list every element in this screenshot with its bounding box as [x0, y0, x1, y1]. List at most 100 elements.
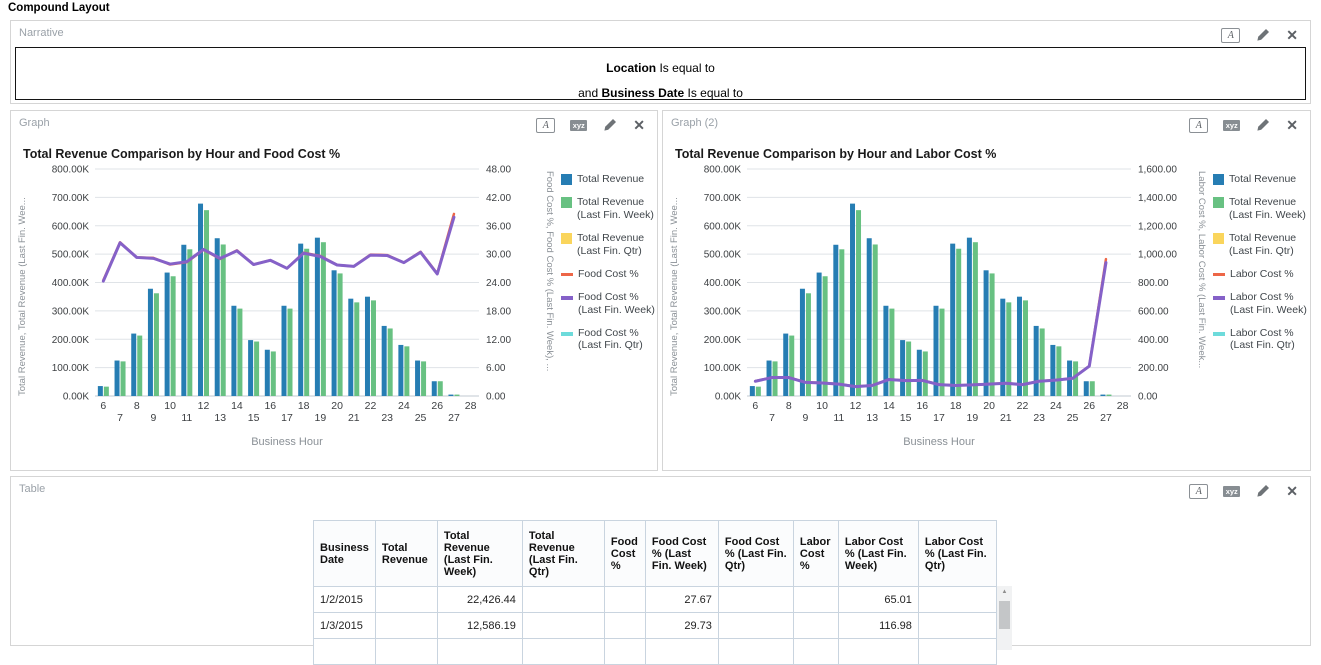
- legend-swatch-icon: [561, 272, 573, 277]
- column-header[interactable]: Labor Cost % (Last Fin. Week): [837, 520, 919, 587]
- svg-text:24: 24: [398, 400, 410, 412]
- column-header[interactable]: Business Date: [313, 520, 376, 587]
- legend-item: Total Revenue: [1213, 173, 1309, 185]
- column-header[interactable]: Labor Cost %: [792, 520, 839, 587]
- format-icon[interactable]: A: [1189, 483, 1209, 499]
- svg-text:Total Revenue, Total Revenue (: Total Revenue, Total Revenue (Last Fin. …: [669, 197, 680, 396]
- column-header[interactable]: Food Cost % (Last Fin. Qtr): [717, 520, 794, 587]
- edit-icon[interactable]: [1255, 27, 1271, 43]
- table-cell: [313, 638, 376, 665]
- svg-text:24.00: 24.00: [486, 278, 511, 289]
- edit-icon[interactable]: [1255, 483, 1271, 499]
- chart-canvas: 0.00K 100.00K 200.00K 300.00K 400.00K 500.00K…: [17, 165, 555, 449]
- format-icon[interactable]: A: [536, 117, 556, 133]
- column-header[interactable]: Labor Cost % (Last Fin. Qtr): [917, 520, 997, 587]
- legend-item: Labor Cost %: [1213, 268, 1309, 280]
- svg-text:18.00: 18.00: [486, 306, 511, 317]
- svg-text:28: 28: [1117, 400, 1129, 412]
- table-cell: 22,426.44: [436, 586, 523, 613]
- column-header[interactable]: Food Cost % (Last Fin. Week): [644, 520, 719, 587]
- narrative-line-2: and Business Date Is equal to: [16, 86, 1305, 100]
- svg-text:27: 27: [448, 412, 460, 424]
- svg-text:15: 15: [900, 412, 912, 424]
- table-cell: [521, 586, 605, 613]
- results-table: Business Date Total Revenue Total Revenue …: [313, 520, 997, 665]
- legend-label: Total Revenue: [577, 173, 645, 185]
- column-header[interactable]: Total Revenue (Last Fin. Qtr): [521, 520, 605, 587]
- svg-text:7: 7: [769, 412, 775, 424]
- table-cell: [717, 612, 794, 639]
- svg-text:400.00K: 400.00K: [52, 278, 90, 289]
- svg-text:13: 13: [866, 412, 878, 424]
- svg-text:12.00: 12.00: [486, 335, 511, 346]
- format-icon[interactable]: A: [1189, 117, 1209, 133]
- svg-text:200.00K: 200.00K: [52, 335, 90, 346]
- svg-text:14: 14: [231, 400, 243, 412]
- column-header[interactable]: Total Revenue: [374, 520, 438, 587]
- table-toolbar: A xyz ✕: [1189, 482, 1298, 500]
- svg-text:19: 19: [315, 412, 327, 424]
- legend-item: Labor Cost % (Last Fin. Week): [1213, 291, 1309, 316]
- table-row: 1/3/2015 12,586.19 29.73 116.98: [313, 612, 997, 639]
- edit-icon[interactable]: [1255, 117, 1271, 133]
- svg-text:6: 6: [752, 400, 758, 412]
- legend-item: Total Revenue: [561, 173, 657, 185]
- svg-text:600.00K: 600.00K: [52, 221, 90, 232]
- legend-swatch-icon: [1213, 174, 1224, 185]
- svg-text:800.00K: 800.00K: [704, 165, 742, 176]
- svg-text:1,400.00: 1,400.00: [1138, 193, 1177, 204]
- svg-text:22: 22: [365, 400, 377, 412]
- svg-text:21: 21: [348, 412, 360, 424]
- svg-text:22: 22: [1017, 400, 1029, 412]
- svg-text:9: 9: [803, 412, 809, 424]
- legend-item: Food Cost % (Last Fin. Week): [561, 291, 657, 316]
- legend-label: Labor Cost %: [1230, 267, 1294, 280]
- close-icon[interactable]: ✕: [1286, 117, 1298, 133]
- legend-label: Total Revenue (Last Fin. Qtr): [577, 232, 645, 257]
- legend-item: Total Revenue (Last Fin. Week): [1213, 196, 1309, 221]
- table-cell: [374, 638, 438, 665]
- table-scrollbar[interactable]: ▲: [997, 586, 1012, 650]
- legend-label: Total Revenue (Last Fin. Week): [577, 196, 654, 221]
- svg-text:27: 27: [1100, 412, 1112, 424]
- xyz-properties-icon[interactable]: xyz: [570, 119, 588, 131]
- svg-text:200.00: 200.00: [1138, 363, 1169, 374]
- svg-text:6: 6: [100, 400, 106, 412]
- close-icon[interactable]: ✕: [1286, 483, 1298, 499]
- table-cell: [521, 612, 605, 639]
- svg-text:23: 23: [381, 412, 393, 424]
- svg-text:17: 17: [281, 412, 293, 424]
- xyz-properties-icon[interactable]: xyz: [1223, 119, 1241, 131]
- narrative-line-1: Location Is equal to: [16, 61, 1305, 75]
- narrative-content: Location Is equal to and Business Date I…: [15, 47, 1306, 100]
- narrative-field-location: Location: [606, 61, 657, 75]
- table-cell: 12,586.19: [436, 612, 523, 639]
- table-cell: [603, 638, 646, 665]
- legend-label: Labor Cost % (Last Fin. Week): [1230, 291, 1307, 316]
- svg-text:16: 16: [264, 400, 276, 412]
- table-cell: 1/2/2015: [313, 586, 376, 613]
- close-icon[interactable]: ✕: [1286, 27, 1298, 43]
- format-icon[interactable]: A: [1221, 27, 1241, 43]
- svg-text:30.00: 30.00: [486, 250, 511, 261]
- page-title: Compound Layout: [8, 2, 110, 14]
- svg-text:10: 10: [164, 400, 176, 412]
- xyz-properties-icon[interactable]: xyz: [1223, 485, 1241, 497]
- svg-text:300.00K: 300.00K: [704, 306, 742, 317]
- scrollbar-thumb[interactable]: [999, 601, 1010, 629]
- svg-text:24: 24: [1050, 400, 1062, 412]
- svg-text:Business Hour: Business Hour: [251, 436, 323, 448]
- table-cell: [521, 638, 605, 665]
- table-cell: [717, 586, 794, 613]
- scroll-up-icon[interactable]: ▲: [1001, 589, 1008, 595]
- close-icon[interactable]: ✕: [633, 117, 645, 133]
- table-row: 1/2/2015 22,426.44 27.67 65.01: [313, 586, 997, 613]
- edit-icon[interactable]: [602, 117, 618, 133]
- svg-text:Total Revenue, Total Revenue (: Total Revenue, Total Revenue (Last Fin. …: [17, 197, 28, 396]
- svg-text:0.00K: 0.00K: [63, 392, 89, 403]
- column-header[interactable]: Food Cost %: [603, 520, 646, 587]
- svg-text:21: 21: [1000, 412, 1012, 424]
- column-header[interactable]: Total Revenue (Last Fin. Week): [436, 520, 523, 587]
- table-cell: [374, 612, 438, 639]
- svg-text:11: 11: [181, 412, 192, 424]
